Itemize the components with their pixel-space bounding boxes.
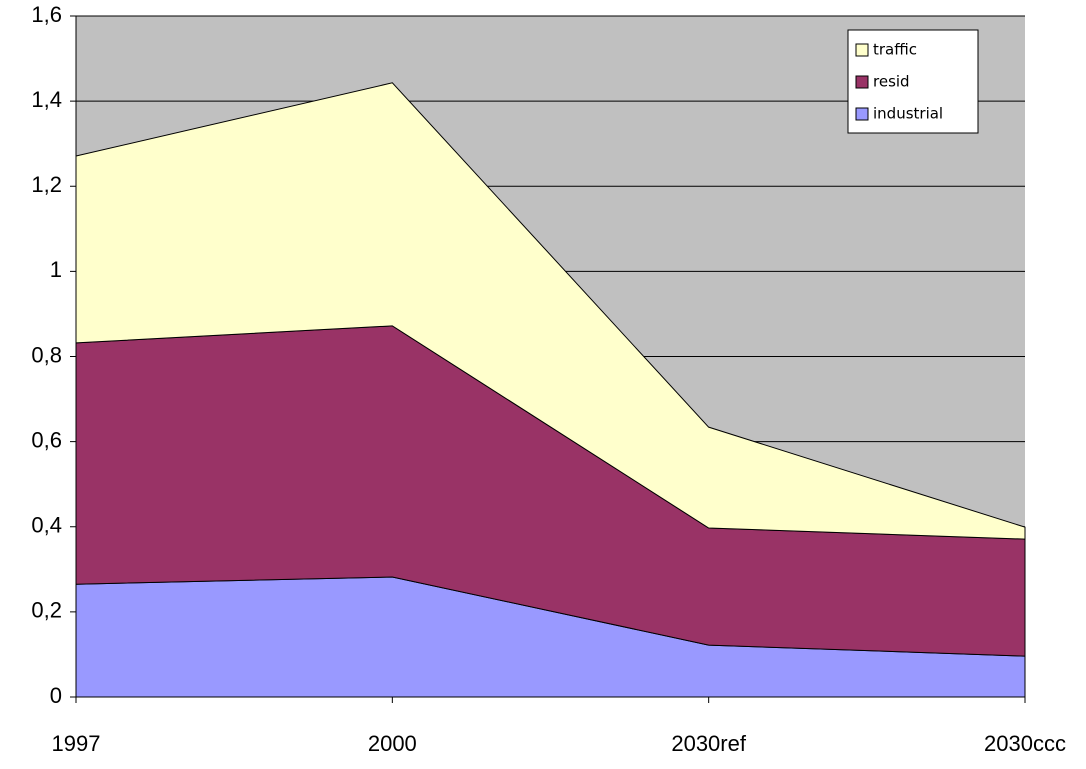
legend-label: resid <box>873 73 910 91</box>
y-tick-label: 0,6 <box>31 427 62 452</box>
x-tick-label: 2000 <box>368 731 417 756</box>
y-tick-label: 0 <box>50 683 62 708</box>
x-tick-label: 2030ref <box>671 731 747 756</box>
y-tick-label: 1,2 <box>31 172 62 197</box>
legend-swatch <box>855 107 869 121</box>
x-tick-label: 1997 <box>52 731 101 756</box>
legend-swatch <box>855 75 869 89</box>
area <box>75 82 1026 540</box>
y-tick-label: 1,6 <box>31 2 62 27</box>
y-tick-label: 0,8 <box>31 342 62 367</box>
legend-label: industrial <box>873 105 943 123</box>
legend-box <box>847 29 979 134</box>
y-tick-label: 1 <box>50 257 62 282</box>
x-tick-label: 2030ccc <box>984 731 1066 756</box>
legend-swatch <box>855 43 869 57</box>
y-tick-label: 1,4 <box>31 87 62 112</box>
y-tick-label: 0,4 <box>31 513 62 538</box>
y-tick-label: 0,2 <box>31 598 62 623</box>
legend-label: traffic <box>873 41 917 59</box>
